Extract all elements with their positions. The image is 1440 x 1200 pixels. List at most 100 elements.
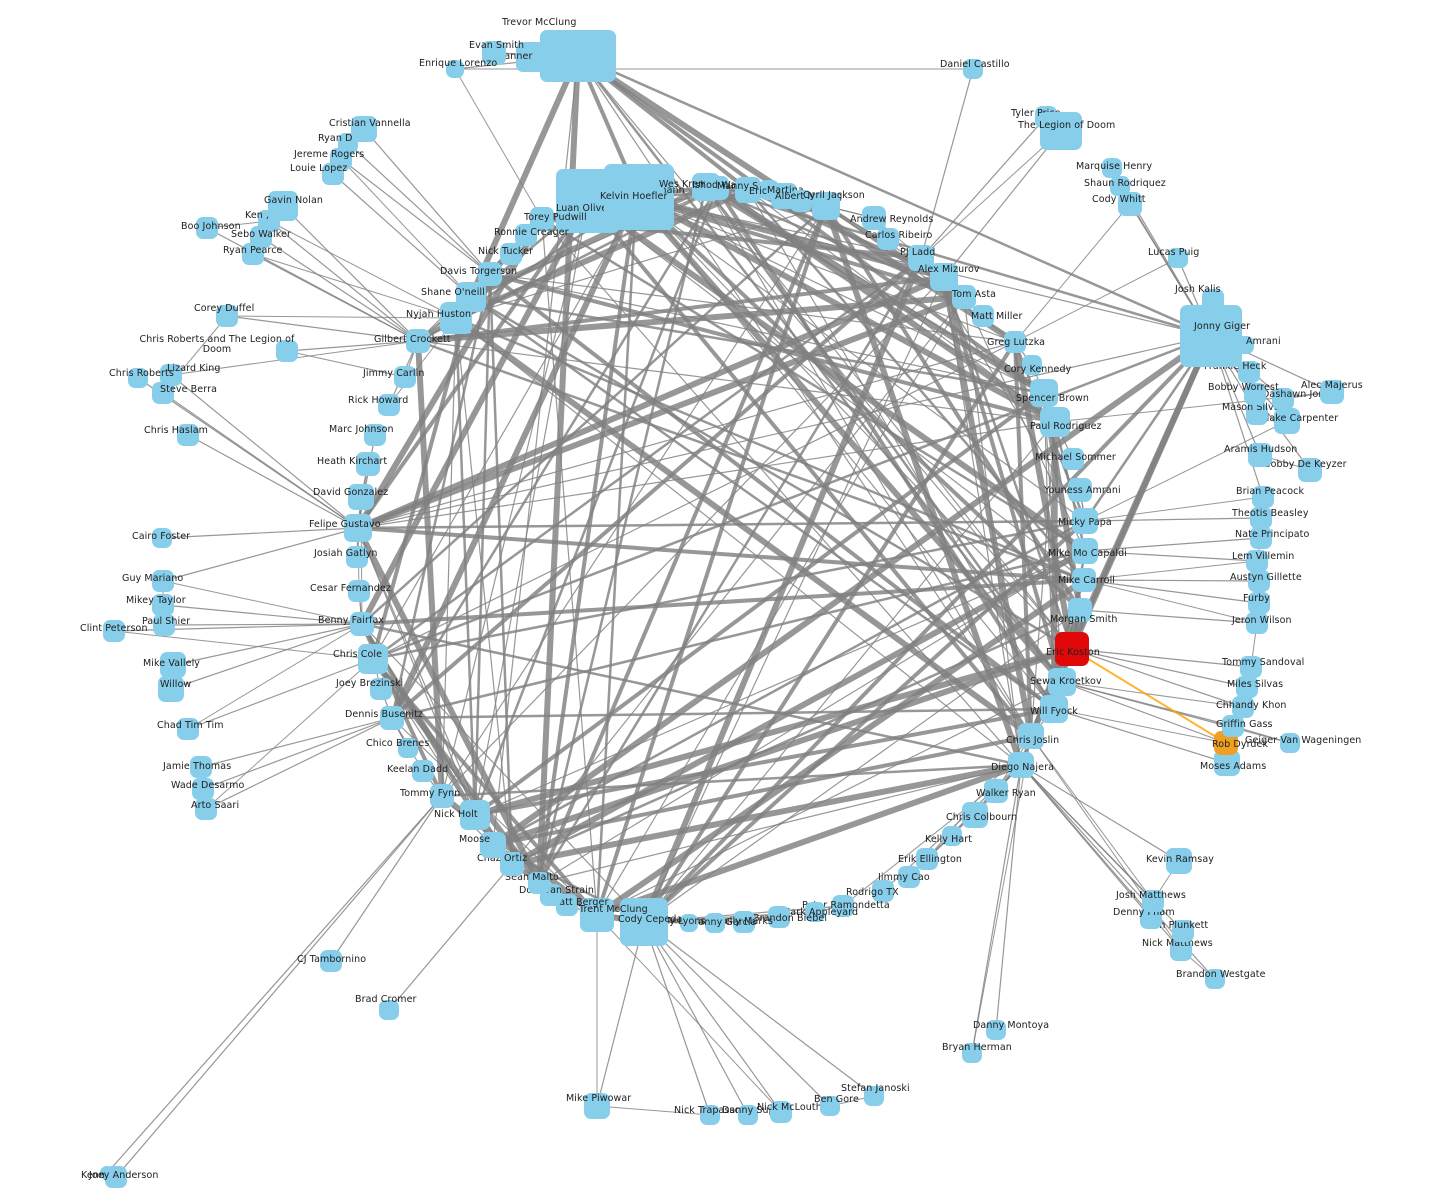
graph-node[interactable] xyxy=(153,614,175,636)
graph-node[interactable] xyxy=(1055,632,1089,666)
graph-node[interactable] xyxy=(872,880,894,902)
graph-node[interactable] xyxy=(1110,176,1130,196)
graph-node[interactable] xyxy=(1246,403,1268,425)
graph-node[interactable] xyxy=(820,1096,840,1116)
graph-node[interactable] xyxy=(1280,733,1300,753)
graph-node[interactable] xyxy=(320,950,342,972)
graph-node[interactable] xyxy=(152,382,174,404)
graph-node[interactable] xyxy=(962,802,988,828)
graph-node[interactable] xyxy=(482,41,506,65)
graph-node[interactable] xyxy=(963,59,983,79)
graph-node[interactable] xyxy=(1320,380,1344,404)
graph-node[interactable] xyxy=(358,644,388,674)
graph-node[interactable] xyxy=(196,217,218,239)
graph-node[interactable] xyxy=(1272,388,1294,410)
graph-node[interactable] xyxy=(705,176,729,200)
graph-node[interactable] xyxy=(276,340,298,362)
graph-node[interactable] xyxy=(379,1000,399,1020)
graph-node[interactable] xyxy=(398,738,418,758)
graph-node[interactable] xyxy=(862,206,886,230)
graph-node[interactable] xyxy=(805,902,825,922)
graph-node[interactable] xyxy=(1018,723,1044,749)
graph-node[interactable] xyxy=(1040,407,1070,437)
graph-node[interactable] xyxy=(1238,361,1260,383)
graph-node[interactable] xyxy=(192,778,214,800)
graph-node[interactable] xyxy=(378,394,400,416)
graph-node[interactable] xyxy=(1068,598,1092,622)
graph-node[interactable] xyxy=(620,898,668,946)
graph-node[interactable] xyxy=(1274,408,1300,434)
graph-node[interactable] xyxy=(177,718,199,740)
graph-node[interactable] xyxy=(1168,248,1188,268)
graph-node[interactable] xyxy=(700,1105,720,1125)
graph-node[interactable] xyxy=(152,528,172,548)
graph-node[interactable] xyxy=(440,302,472,334)
graph-node[interactable] xyxy=(346,546,368,568)
graph-node[interactable] xyxy=(160,652,186,678)
graph-node[interactable] xyxy=(406,329,430,353)
graph-node[interactable] xyxy=(370,678,392,700)
graph-node[interactable] xyxy=(584,1093,610,1119)
graph-node[interactable] xyxy=(1205,969,1225,989)
graph-node[interactable] xyxy=(528,872,550,894)
graph-node[interactable] xyxy=(516,42,550,72)
graph-node[interactable] xyxy=(1008,752,1034,778)
graph-node[interactable] xyxy=(344,514,372,542)
graph-node[interactable] xyxy=(1030,379,1058,407)
graph-node[interactable] xyxy=(195,798,217,820)
graph-node[interactable] xyxy=(1246,612,1268,634)
graph-node[interactable] xyxy=(1248,592,1270,614)
graph-node[interactable] xyxy=(1222,715,1244,737)
graph-node[interactable] xyxy=(986,1020,1006,1040)
graph-node[interactable] xyxy=(733,911,755,933)
graph-node[interactable] xyxy=(790,190,812,212)
graph-node[interactable] xyxy=(738,1105,758,1125)
graph-node[interactable] xyxy=(1142,890,1164,912)
graph-node[interactable] xyxy=(152,594,174,616)
graph-node[interactable] xyxy=(160,364,182,386)
graph-node[interactable] xyxy=(177,424,199,446)
graph-node[interactable] xyxy=(916,848,938,870)
graph-node[interactable] xyxy=(350,612,374,636)
graph-node[interactable] xyxy=(812,192,840,220)
graph-node[interactable] xyxy=(580,898,614,932)
graph-node[interactable] xyxy=(380,706,404,730)
graph-node[interactable] xyxy=(1244,383,1266,405)
graph-node[interactable] xyxy=(984,779,1008,803)
graph-node[interactable] xyxy=(1072,568,1096,592)
graph-node[interactable] xyxy=(242,243,264,265)
graph-node[interactable] xyxy=(348,580,370,602)
graph-node[interactable] xyxy=(1172,920,1194,942)
graph-node[interactable] xyxy=(1072,538,1098,564)
graph-node[interactable] xyxy=(705,913,725,933)
graph-node[interactable] xyxy=(1040,695,1068,723)
graph-node[interactable] xyxy=(412,760,434,782)
graph-node[interactable] xyxy=(1004,331,1026,353)
graph-node[interactable] xyxy=(864,1086,884,1106)
graph-node[interactable] xyxy=(190,756,212,778)
graph-node[interactable] xyxy=(908,245,934,271)
graph-node[interactable] xyxy=(348,484,374,510)
graph-node[interactable] xyxy=(540,30,616,82)
graph-node[interactable] xyxy=(1118,192,1142,216)
graph-node[interactable] xyxy=(1250,527,1272,549)
graph-node[interactable] xyxy=(1246,550,1268,572)
graph-node[interactable] xyxy=(1232,696,1254,718)
graph-node[interactable] xyxy=(770,1101,792,1123)
graph-node[interactable] xyxy=(500,852,524,876)
graph-node[interactable] xyxy=(364,424,386,446)
graph-node[interactable] xyxy=(480,832,506,858)
graph-node[interactable] xyxy=(1140,907,1162,929)
graph-node[interactable] xyxy=(1236,336,1254,354)
graph-node[interactable] xyxy=(898,866,920,888)
graph-node[interactable] xyxy=(446,60,464,78)
graph-node[interactable] xyxy=(1040,112,1082,150)
graph-node[interactable] xyxy=(832,895,854,917)
graph-node[interactable] xyxy=(1022,355,1042,375)
graph-node[interactable] xyxy=(460,800,490,830)
graph-node[interactable] xyxy=(942,826,962,846)
graph-node[interactable] xyxy=(1072,508,1098,534)
graph-node[interactable] xyxy=(972,305,994,327)
graph-node[interactable] xyxy=(1102,158,1122,178)
